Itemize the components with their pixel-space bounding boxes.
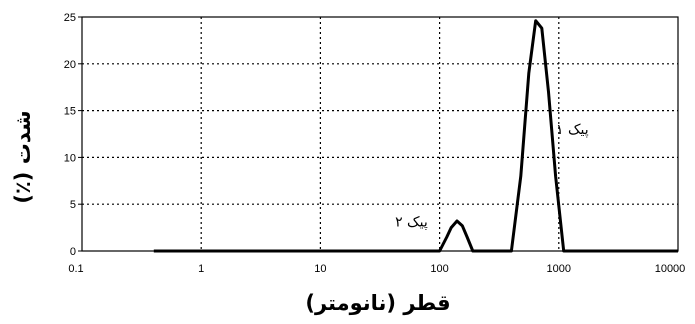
y-tick-label: 10 (64, 152, 76, 164)
x-tick-label: 1 (198, 263, 204, 275)
y-tick-label: 15 (64, 106, 76, 118)
peak-annotation: پیک ۱ (556, 122, 589, 138)
x-tick-label: 1000 (547, 263, 571, 275)
peak-annotation: پیک ۲ (395, 215, 428, 231)
x-tick-label: 10 (314, 263, 326, 275)
x-axis-label: قطر (نانومتر) (305, 291, 450, 315)
y-axis-label: شدت (٪) (11, 110, 35, 203)
y-tick-label: 5 (70, 199, 76, 211)
series-line (153, 19, 678, 253)
x-tick-label: 0.1 (68, 263, 83, 275)
tick-labels: 0.1 1 10 100 1000 10000 0 5 10 15 20 25 (64, 12, 686, 275)
y-tick-label: 20 (64, 59, 76, 71)
annotations: پیک ۱ پیک ۲ (395, 122, 589, 231)
y-tick-label: 25 (64, 12, 76, 24)
x-tick-label: 10000 (655, 263, 686, 275)
y-tick-label: 0 (70, 246, 76, 258)
x-tick-label: 100 (430, 263, 448, 275)
